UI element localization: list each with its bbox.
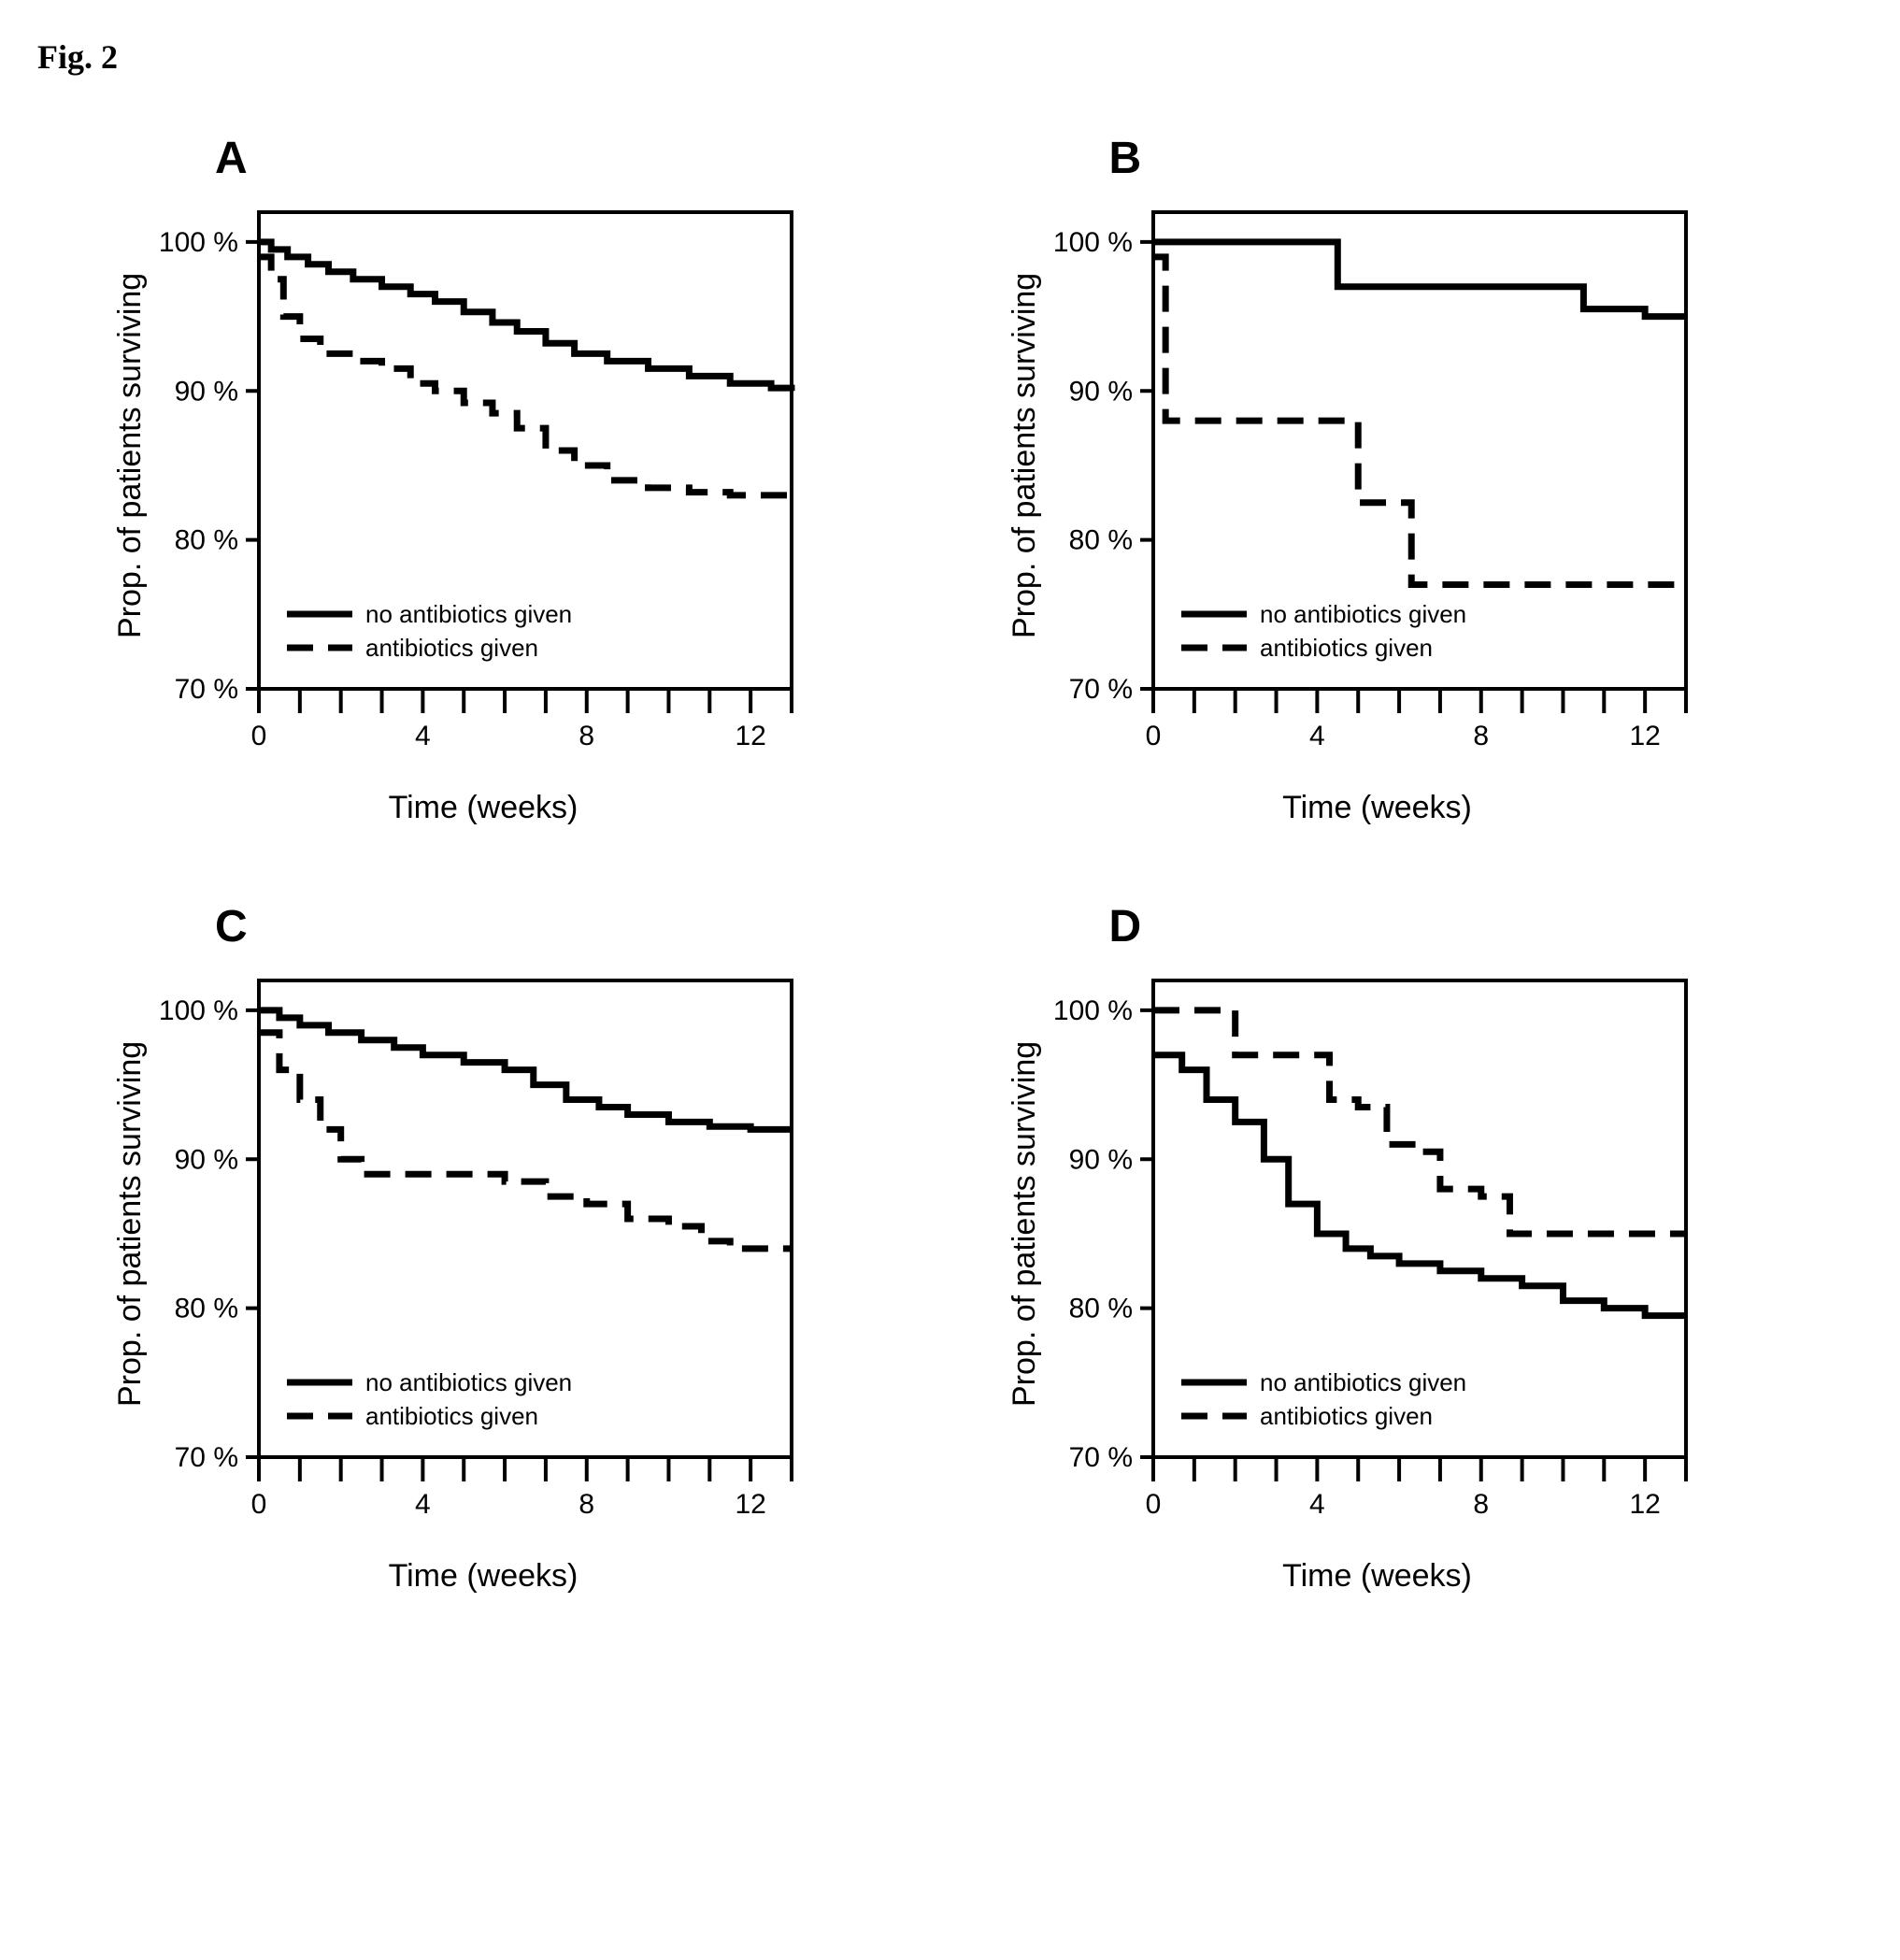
y-tick-label: 100 % bbox=[159, 227, 238, 258]
x-tick-label: 4 bbox=[1309, 721, 1325, 751]
y-tick-label: 70 % bbox=[1068, 1442, 1132, 1473]
x-axis-label: Time (weeks) bbox=[1050, 1558, 1705, 1595]
y-tick-label: 80 % bbox=[175, 525, 238, 556]
figure-label: Fig. 2 bbox=[37, 37, 1863, 77]
y-axis-label: Prop. of patients surviving bbox=[1007, 962, 1043, 1523]
legend-solid-label: no antibiotics given bbox=[365, 600, 572, 628]
y-tick-label: 100 % bbox=[1052, 227, 1132, 258]
y-tick-label: 70 % bbox=[175, 1442, 238, 1473]
y-tick-label: 90 % bbox=[175, 376, 238, 407]
y-tick-label: 80 % bbox=[1068, 525, 1132, 556]
survival-chart: 70 % 80 % 90 % 100 % 0 4 8 12 no antibiotics giv… bbox=[1050, 193, 1705, 773]
y-tick-label: 90 % bbox=[1068, 376, 1132, 407]
x-tick-label: 12 bbox=[1629, 1489, 1660, 1520]
x-tick-label: 4 bbox=[415, 721, 431, 751]
x-tick-label: 12 bbox=[735, 1489, 765, 1520]
y-tick-label: 90 % bbox=[1068, 1144, 1132, 1175]
series-no-antibiotics bbox=[259, 1010, 792, 1130]
panel-d: D Prop. of patients surviving 70 % 80 % 90 %… bbox=[1007, 901, 1789, 1595]
y-tick-label: 100 % bbox=[1052, 995, 1132, 1026]
panel-letter: A bbox=[215, 133, 894, 184]
panel-letter: D bbox=[1109, 901, 1789, 952]
legend-solid-label: no antibiotics given bbox=[365, 1368, 572, 1396]
panel-letter: C bbox=[215, 901, 894, 952]
x-tick-label: 0 bbox=[251, 721, 267, 751]
y-tick-label: 70 % bbox=[175, 674, 238, 705]
survival-chart: 70 % 80 % 90 % 100 % 0 4 8 12 no antibiotics giv… bbox=[156, 193, 810, 773]
x-tick-label: 8 bbox=[1473, 1489, 1489, 1520]
legend-solid-label: no antibiotics given bbox=[1260, 600, 1466, 628]
x-tick-label: 4 bbox=[415, 1489, 431, 1520]
x-tick-label: 0 bbox=[251, 1489, 267, 1520]
y-tick-label: 70 % bbox=[1068, 674, 1132, 705]
y-tick-label: 90 % bbox=[175, 1144, 238, 1175]
x-tick-label: 8 bbox=[579, 721, 594, 751]
x-tick-label: 0 bbox=[1145, 1489, 1161, 1520]
y-tick-label: 80 % bbox=[175, 1294, 238, 1324]
x-tick-label: 8 bbox=[1473, 721, 1489, 751]
panel-grid: A Prop. of patients surviving 70 % 80 % 90 %… bbox=[37, 133, 1863, 1595]
y-axis-label: Prop. of patients surviving bbox=[1007, 193, 1043, 754]
y-axis-label: Prop. of patients surviving bbox=[112, 962, 149, 1523]
legend-dashed-label: antibiotics given bbox=[1260, 634, 1433, 662]
x-axis-label: Time (weeks) bbox=[156, 790, 810, 826]
series-no-antibiotics bbox=[1153, 242, 1686, 317]
y-tick-label: 100 % bbox=[159, 995, 238, 1026]
series-no-antibiotics bbox=[259, 242, 792, 391]
panel-letter: B bbox=[1109, 133, 1789, 184]
series-no-antibiotics bbox=[1153, 1055, 1686, 1316]
legend-dashed-label: antibiotics given bbox=[1260, 1402, 1433, 1430]
legend-dashed-label: antibiotics given bbox=[365, 634, 538, 662]
y-axis-label: Prop. of patients surviving bbox=[112, 193, 149, 754]
legend-dashed-label: antibiotics given bbox=[365, 1402, 538, 1430]
x-tick-label: 8 bbox=[579, 1489, 594, 1520]
survival-chart: 70 % 80 % 90 % 100 % 0 4 8 12 no antibiotics giv… bbox=[156, 962, 810, 1541]
x-tick-label: 12 bbox=[1629, 721, 1660, 751]
x-tick-label: 4 bbox=[1309, 1489, 1325, 1520]
x-axis-label: Time (weeks) bbox=[156, 1558, 810, 1595]
x-tick-label: 0 bbox=[1145, 721, 1161, 751]
panel-b: B Prop. of patients surviving 70 % 80 % 90 %… bbox=[1007, 133, 1789, 826]
panel-a: A Prop. of patients surviving 70 % 80 % 90 %… bbox=[112, 133, 894, 826]
series-antibiotics bbox=[259, 1033, 792, 1249]
x-axis-label: Time (weeks) bbox=[1050, 790, 1705, 826]
legend-solid-label: no antibiotics given bbox=[1260, 1368, 1466, 1396]
survival-chart: 70 % 80 % 90 % 100 % 0 4 8 12 no antibiotics giv… bbox=[1050, 962, 1705, 1541]
y-tick-label: 80 % bbox=[1068, 1294, 1132, 1324]
x-tick-label: 12 bbox=[735, 721, 765, 751]
panel-c: C Prop. of patients surviving 70 % 80 % 90 %… bbox=[112, 901, 894, 1595]
